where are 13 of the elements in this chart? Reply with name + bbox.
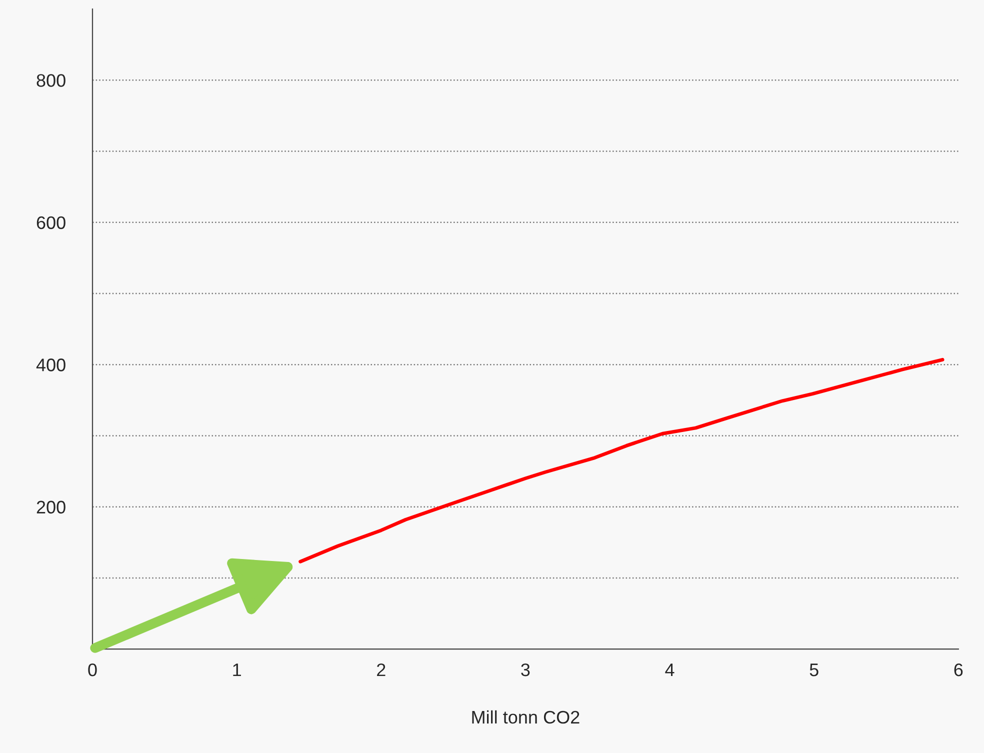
- x-tick-label: 5: [810, 664, 818, 676]
- x-tick-label: 3: [521, 663, 530, 676]
- x-tick-label: 0: [88, 663, 97, 676]
- x-axis-title: Mill tonn CO2: [472, 710, 580, 724]
- line-series: [298, 358, 944, 564]
- x-tick-label: 1: [233, 664, 241, 676]
- x-tick-label: 2: [377, 663, 386, 676]
- x-tick-label: 6: [954, 663, 963, 676]
- y-tick-label: 200: [36, 500, 66, 514]
- y-tick-label: 400: [36, 358, 66, 372]
- x-tick-label: 4: [665, 664, 674, 676]
- y-tick-label: 800: [36, 74, 66, 87]
- y-tick-label: 600: [36, 216, 66, 230]
